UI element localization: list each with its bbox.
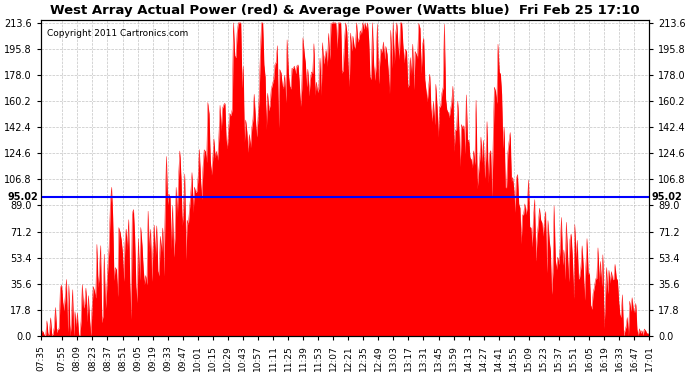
Text: 95.02: 95.02 [651,192,682,202]
Text: 95.02: 95.02 [8,192,39,202]
Text: Copyright 2011 Cartronics.com: Copyright 2011 Cartronics.com [47,29,188,38]
Title: West Array Actual Power (red) & Average Power (Watts blue)  Fri Feb 25 17:10: West Array Actual Power (red) & Average … [50,4,640,17]
